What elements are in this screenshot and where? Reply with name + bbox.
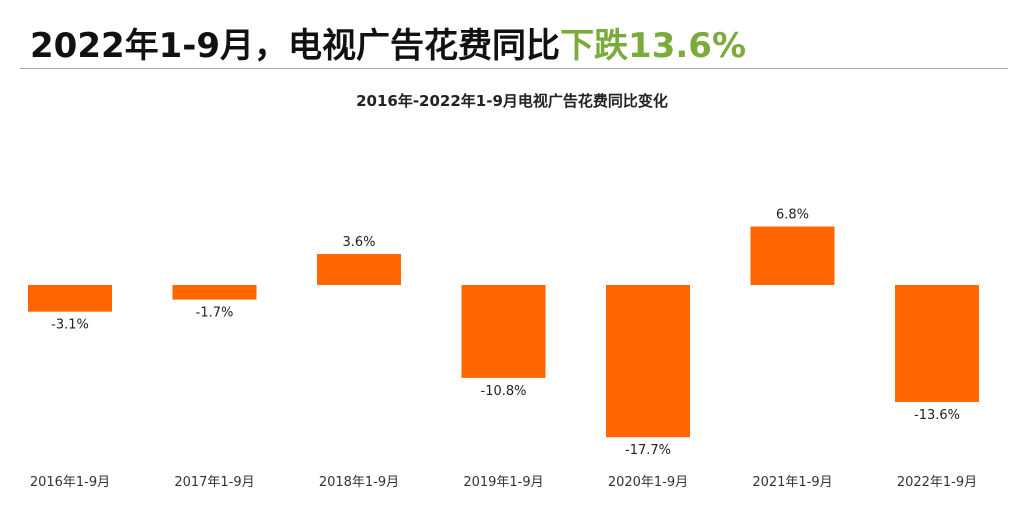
bar-2	[172, 285, 257, 300]
headline-prefix: 2022年1-9月，电视广告花费同比	[30, 26, 561, 66]
data-label-2: -1.7%	[196, 306, 234, 321]
data-label-7: -13.6%	[914, 408, 960, 423]
chart-title: 2016年-2022年1-9月电视广告花费同比变化	[356, 92, 668, 110]
bar-5	[606, 285, 690, 438]
page-headline: 2022年1-9月，电视广告花费同比下跌13.6%	[30, 18, 746, 67]
bar-1	[28, 285, 112, 312]
x-tick-label-6: 2021年1-9月	[752, 475, 832, 490]
x-tick-label-7: 2022年1-9月	[897, 475, 977, 490]
x-tick-label-4: 2019年1-9月	[463, 475, 543, 490]
x-tick-label-5: 2020年1-9月	[608, 475, 688, 490]
x-tick-label-2: 2017年1-9月	[174, 475, 254, 490]
data-label-5: -17.7%	[625, 443, 671, 458]
data-label-6: 6.8%	[776, 208, 809, 223]
data-label-1: -3.1%	[51, 318, 89, 333]
bar-4	[461, 285, 546, 378]
bar-3	[317, 254, 401, 285]
data-label-3: 3.6%	[342, 235, 375, 250]
bar-7	[895, 285, 979, 402]
headline-highlight: 下跌13.6%	[560, 26, 747, 66]
x-tick-label-1: 2016年1-9月	[30, 475, 110, 490]
bar-6	[750, 226, 835, 285]
header-divider	[20, 68, 1008, 69]
x-tick-label-3: 2018年1-9月	[319, 475, 399, 490]
data-label-4: -10.8%	[481, 384, 527, 399]
